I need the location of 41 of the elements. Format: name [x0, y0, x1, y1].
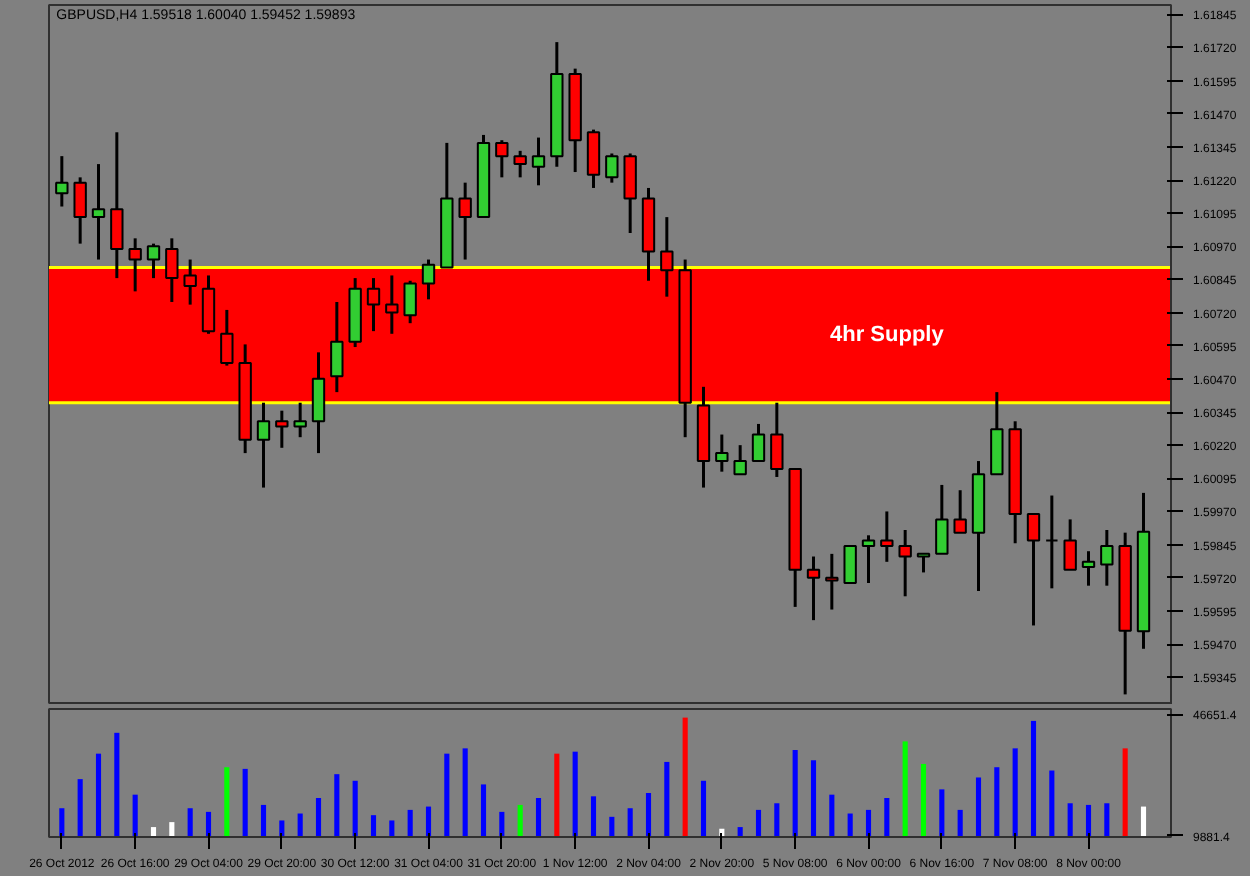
candlestick: [623, 151, 637, 235]
candlestick: [880, 509, 894, 564]
candlestick: [953, 488, 967, 535]
candlestick: [1081, 549, 1096, 588]
candlestick: [73, 175, 87, 246]
candlestick: [366, 276, 381, 333]
candlestick: [458, 181, 472, 262]
candlestick: [146, 242, 161, 280]
candlestick: [916, 552, 931, 574]
candlestick: [1026, 512, 1041, 627]
candlestick: [861, 533, 876, 585]
candlestick: [990, 390, 1004, 476]
candlestick: [256, 401, 271, 490]
candlestick: [715, 433, 729, 474]
candlestick: [1045, 494, 1059, 590]
candlestick: [843, 544, 857, 585]
candlestick: [421, 258, 436, 301]
candlestick: [55, 154, 69, 209]
candlestick: [403, 279, 417, 325]
candlestick: [91, 162, 106, 262]
candlestick: [586, 128, 601, 190]
band-label: 4hr Supply: [829, 323, 946, 348]
candlestick: [1063, 517, 1077, 572]
candlestick: [751, 422, 766, 463]
candlestick: [605, 151, 619, 185]
candlestick: [935, 483, 949, 556]
candlestick: [385, 273, 399, 336]
candlestick: [220, 308, 234, 368]
candlestick: [275, 409, 289, 450]
candlestick: [201, 273, 216, 336]
candlestick: [311, 350, 326, 455]
candlestick: [293, 401, 307, 439]
candlestick: [330, 300, 344, 394]
candlestick: [825, 552, 839, 612]
candlestick: [513, 149, 527, 179]
candlestick: [531, 136, 546, 187]
candlestick: [806, 555, 821, 622]
candlestick: [733, 443, 747, 476]
candlestick: [1100, 528, 1114, 588]
candlestick: [898, 528, 912, 598]
candlestick: [495, 138, 509, 179]
